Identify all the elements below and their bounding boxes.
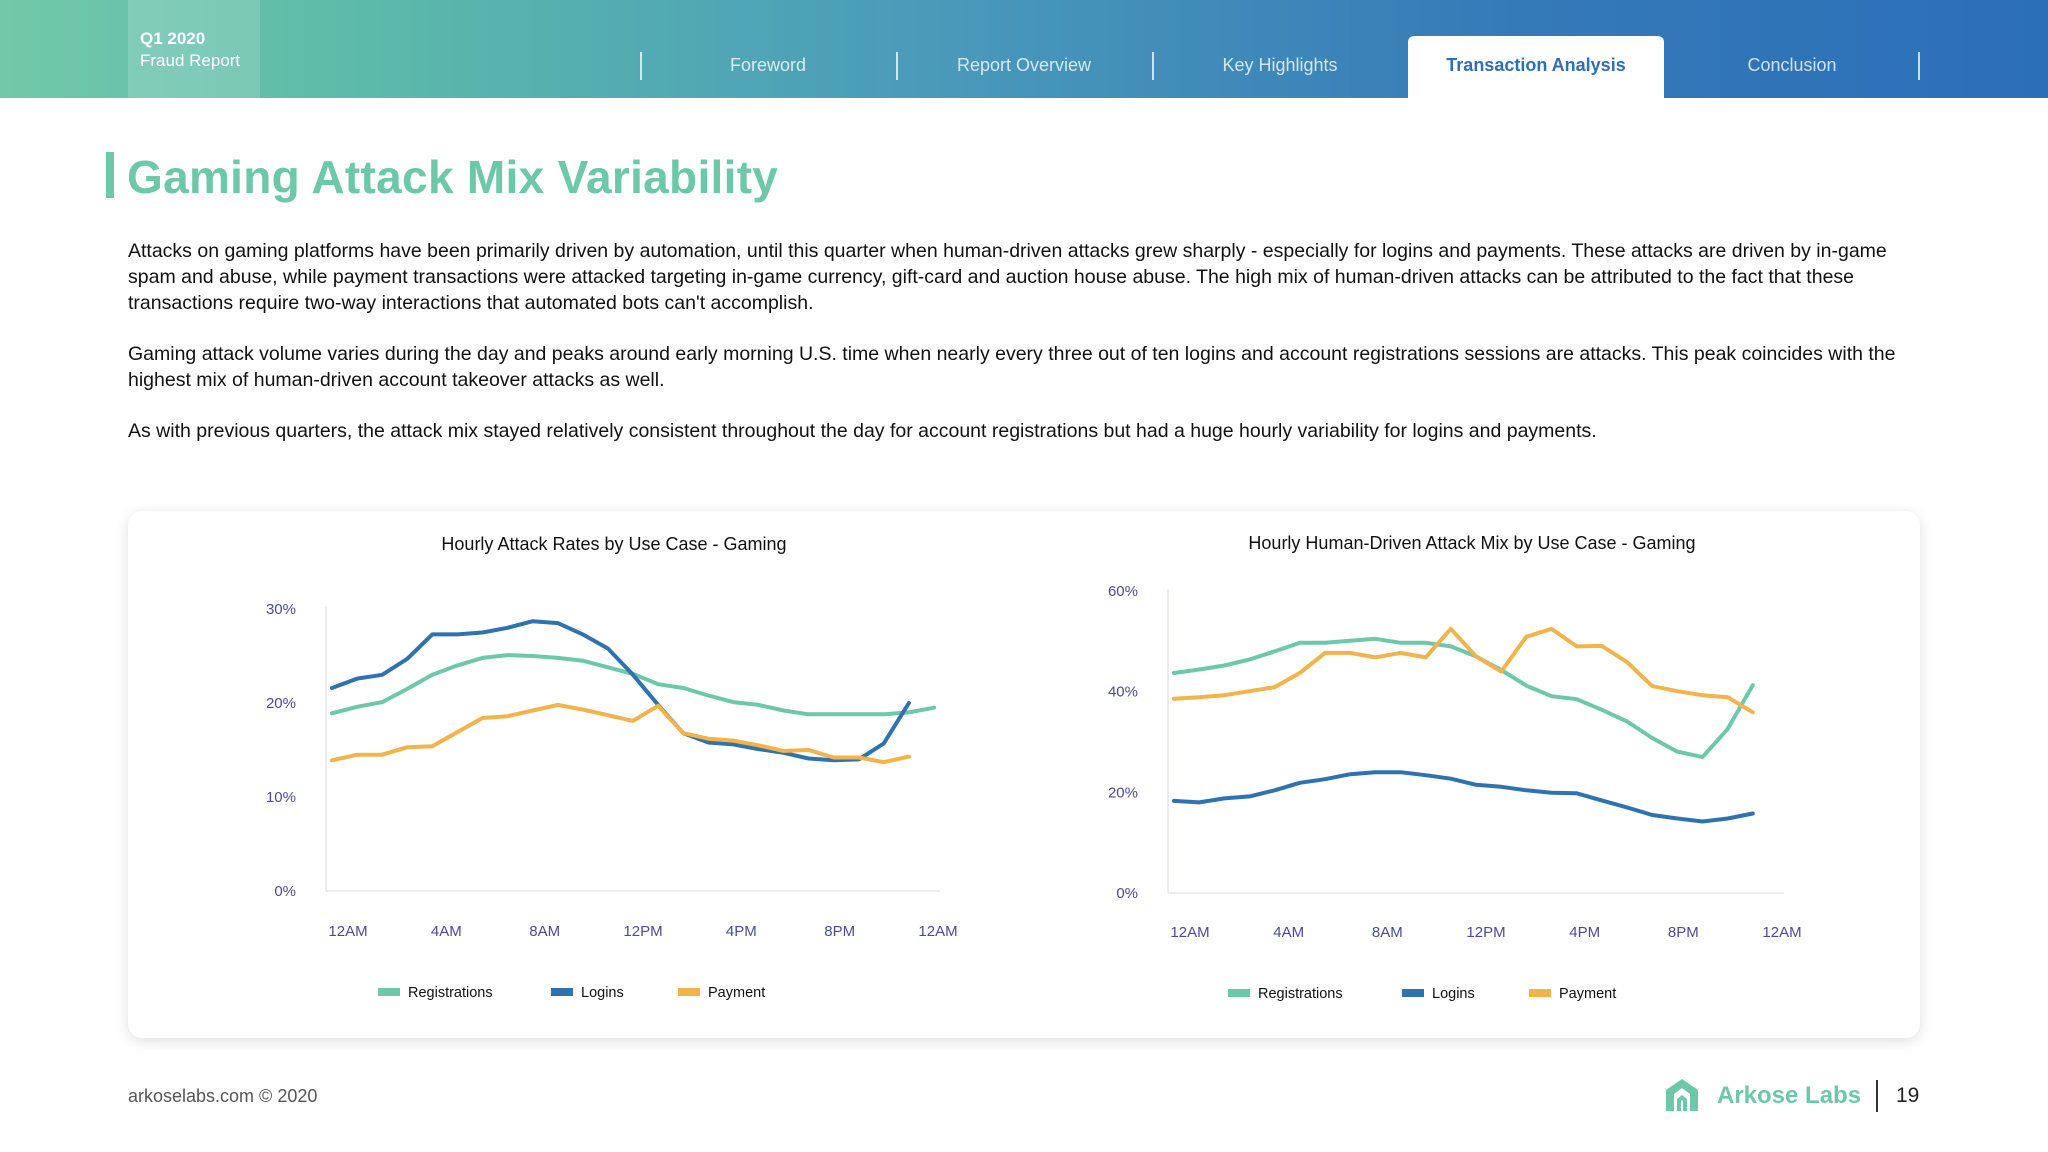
tab-conclusion[interactable]: Conclusion bbox=[1664, 36, 1920, 98]
footer-copyright: arkoselabs.com © 2020 bbox=[128, 1086, 318, 1106]
paragraph-3: As with previous quarters, the attack mi… bbox=[128, 420, 1597, 442]
badge-quarter: Q1 2020 bbox=[140, 29, 206, 48]
chart2-series-payment bbox=[1172, 626, 1755, 715]
chart2-x-tick-label: 4PM bbox=[1569, 924, 1600, 941]
section-tabs: Foreword Report Overview Key Highlights … bbox=[640, 36, 1920, 98]
page-number: 19 bbox=[1896, 1084, 1920, 1107]
chart1-x-tick-label: 4AM bbox=[431, 923, 462, 940]
title-accent-bar bbox=[106, 152, 114, 198]
chart1-x-tick-label: 12AM bbox=[918, 923, 957, 940]
chart2-x-tick-label: 12PM bbox=[1466, 924, 1505, 941]
chart2-y-tick-label: 60% bbox=[1108, 583, 1138, 600]
chart2-series-registrations bbox=[1172, 636, 1755, 760]
chart2-x-tick-label: 4AM bbox=[1273, 924, 1304, 941]
chart1-y-tick-label: 30% bbox=[266, 601, 296, 618]
chart1-y-tick-label: 20% bbox=[266, 695, 296, 712]
page-title: Gaming Attack Mix Variability bbox=[127, 151, 779, 203]
body-text: Attacks on gaming platforms have been pr… bbox=[128, 238, 1918, 469]
chart1-x-tick-label: 12PM bbox=[623, 923, 662, 940]
chart2-legend-label-registrations: Registrations bbox=[1258, 986, 1343, 1002]
chart1-y-tick-label: 0% bbox=[274, 883, 296, 900]
chart1-legend-label-payment: Payment bbox=[708, 985, 765, 1001]
chart1-legend-swatch-payment bbox=[678, 988, 700, 996]
chart2-legend-swatch-payment bbox=[1529, 989, 1551, 997]
chart2-legend-label-payment: Payment bbox=[1559, 986, 1616, 1002]
paragraph-1: Attacks on gaming platforms have been pr… bbox=[128, 240, 1887, 314]
chart1-series-registrations bbox=[330, 653, 936, 717]
chart1-legend-swatch-registrations bbox=[378, 988, 400, 996]
chart2-series-logins bbox=[1172, 770, 1755, 824]
tab-report-overview[interactable]: Report Overview bbox=[896, 36, 1152, 98]
charts-canvas: Hourly Attack Rates by Use Case - Gaming… bbox=[266, 533, 1802, 1002]
chart2-legend-label-logins: Logins bbox=[1432, 986, 1475, 1002]
top-navigation-bar: Q1 2020 Fraud Report Foreword Report Ove… bbox=[0, 0, 2048, 98]
chart2-x-tick-label: 12AM bbox=[1762, 924, 1801, 941]
chart2-y-tick-label: 20% bbox=[1108, 784, 1138, 801]
report-badge: Q1 2020 Fraud Report bbox=[128, 0, 260, 98]
charts-card: Hourly Attack Rates by Use Case - Gaming… bbox=[128, 511, 1920, 1038]
chart2-title: Hourly Human-Driven Attack Mix by Use Ca… bbox=[1248, 533, 1695, 553]
logo-text: Arkose Labs bbox=[1717, 1082, 1862, 1109]
chart2-x-tick-label: 8AM bbox=[1372, 924, 1403, 941]
chart1-series-payment bbox=[330, 702, 911, 765]
chart1-x-tick-label: 12AM bbox=[328, 923, 367, 940]
tab-key-highlights[interactable]: Key Highlights bbox=[1152, 36, 1408, 98]
chart1-series-logins bbox=[330, 619, 911, 763]
paragraph-2: Gaming attack volume varies during the d… bbox=[128, 343, 1896, 391]
chart1-legend-label-registrations: Registrations bbox=[408, 985, 493, 1001]
arkose-logo-icon bbox=[1666, 1079, 1698, 1111]
chart2-y-tick-label: 40% bbox=[1108, 684, 1138, 701]
chart2-legend-swatch-logins bbox=[1402, 989, 1424, 997]
chart1-x-tick-label: 8PM bbox=[824, 923, 855, 940]
chart2-legend-swatch-registrations bbox=[1228, 989, 1250, 997]
chart2-x-tick-label: 8PM bbox=[1668, 924, 1699, 941]
chart1-title: Hourly Attack Rates by Use Case - Gaming bbox=[441, 534, 786, 554]
chart1-legend-swatch-logins bbox=[551, 988, 573, 996]
chart2-y-tick-label: 0% bbox=[1116, 885, 1138, 902]
tab-transaction-analysis[interactable]: Transaction Analysis bbox=[1408, 36, 1664, 98]
footer-divider bbox=[1876, 1080, 1878, 1112]
chart1-x-tick-label: 4PM bbox=[726, 923, 757, 940]
badge-report-name: Fraud Report bbox=[140, 51, 241, 70]
chart1-legend-label-logins: Logins bbox=[581, 985, 624, 1001]
chart2-x-tick-label: 12AM bbox=[1170, 924, 1209, 941]
chart1-y-tick-label: 10% bbox=[266, 789, 296, 806]
chart1-x-tick-label: 8AM bbox=[529, 923, 560, 940]
tab-foreword[interactable]: Foreword bbox=[640, 36, 896, 98]
